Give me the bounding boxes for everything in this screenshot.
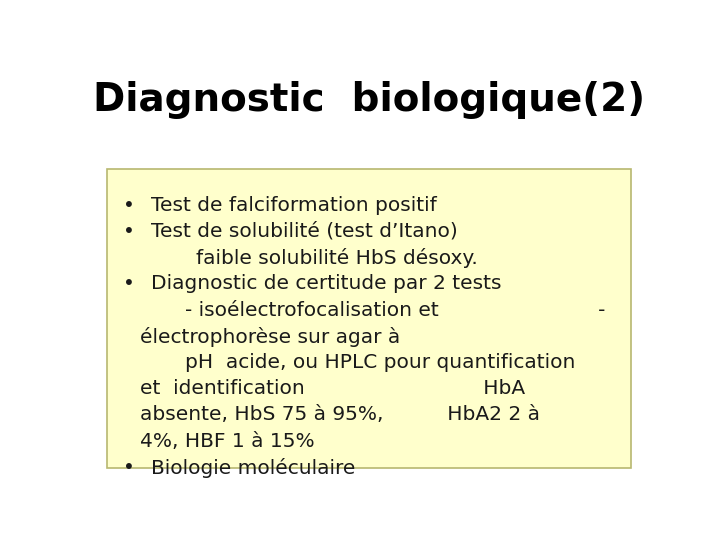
- Text: absente, HbS 75 à 95%,          HbA2 2 à: absente, HbS 75 à 95%, HbA2 2 à: [140, 406, 540, 424]
- Text: Diagnostic  biologique(2): Diagnostic biologique(2): [93, 82, 645, 119]
- Text: Test de falciformation positif: Test de falciformation positif: [151, 196, 437, 215]
- Text: - isoélectrofocalisation et                         -: - isoélectrofocalisation et -: [185, 301, 606, 320]
- Text: faible solubilité HbS désoxy.: faible solubilité HbS désoxy.: [196, 248, 478, 268]
- Text: •: •: [124, 196, 135, 215]
- Text: Test de solubilité (test d’Itano): Test de solubilité (test d’Itano): [151, 222, 458, 241]
- Text: Biologie moléculaire: Biologie moléculaire: [151, 458, 356, 478]
- Text: •: •: [124, 458, 135, 477]
- Text: •: •: [124, 222, 135, 241]
- Text: •: •: [124, 274, 135, 293]
- Text: et  identification                            HbA: et identification HbA: [140, 379, 526, 398]
- Text: pH  acide, ou HPLC pour quantification: pH acide, ou HPLC pour quantification: [185, 353, 575, 372]
- Text: 4%, HBF 1 à 15%: 4%, HBF 1 à 15%: [140, 431, 315, 450]
- Text: Diagnostic de certitude par 2 tests: Diagnostic de certitude par 2 tests: [151, 274, 502, 293]
- Text: électrophorèse sur agar à: électrophorèse sur agar à: [140, 327, 400, 347]
- FancyBboxPatch shape: [107, 168, 631, 468]
